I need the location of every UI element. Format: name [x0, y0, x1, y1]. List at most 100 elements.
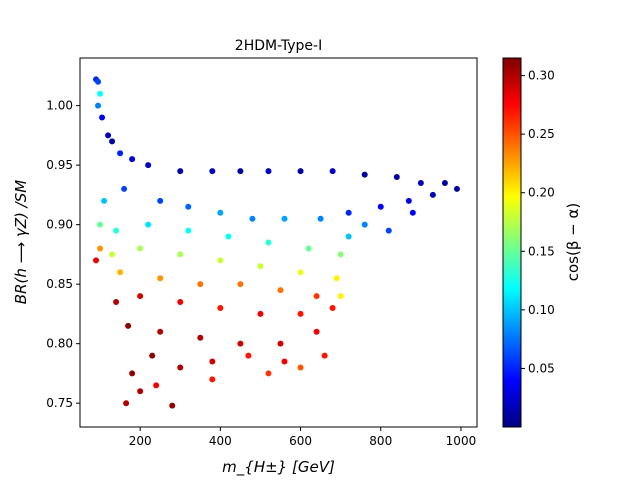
chart-title: 2HDM-Type-I	[235, 38, 322, 54]
data-point	[345, 209, 352, 216]
data-point	[453, 185, 460, 192]
data-point	[277, 340, 284, 347]
data-point	[237, 340, 244, 347]
y-tick-label: 0.80	[46, 337, 73, 351]
data-point	[157, 275, 164, 282]
colorbar-tick-label: 0.25	[528, 127, 555, 141]
data-point	[137, 388, 144, 395]
colorbar	[502, 57, 522, 428]
data-point	[393, 174, 400, 181]
data-point	[129, 370, 136, 377]
data-point	[237, 168, 244, 175]
x-tick-label: 800	[369, 434, 392, 448]
y-axis-label: BR(h ⟶ γZ) /SM	[12, 180, 30, 304]
x-tick-label: 200	[129, 434, 152, 448]
data-point	[361, 171, 368, 178]
data-point	[209, 168, 216, 175]
data-point	[217, 209, 224, 216]
data-point	[417, 179, 424, 186]
colorbar-tick-label: 0.30	[528, 69, 555, 83]
data-point	[113, 299, 120, 306]
data-point	[409, 209, 416, 216]
data-point	[281, 358, 288, 365]
data-point	[313, 328, 320, 335]
data-point	[99, 114, 106, 121]
data-point	[257, 263, 264, 270]
data-point	[177, 299, 184, 306]
colorbar-label: cos(β − α)	[564, 203, 582, 282]
data-point	[117, 269, 124, 276]
data-point	[265, 370, 272, 377]
data-point	[265, 239, 272, 246]
data-point	[137, 245, 144, 252]
data-point	[123, 400, 130, 407]
data-point	[95, 78, 102, 85]
data-point	[105, 132, 112, 139]
data-point	[145, 221, 152, 228]
data-point	[441, 179, 448, 186]
y-tick-label: 0.75	[46, 396, 73, 410]
data-point	[245, 352, 252, 359]
data-point	[209, 358, 216, 365]
x-axis: 200 400 600 800 1000	[129, 427, 476, 448]
x-tick-label: 600	[289, 434, 312, 448]
data-point	[177, 251, 184, 258]
data-point	[93, 257, 100, 264]
data-point	[113, 227, 120, 234]
data-point	[109, 138, 116, 145]
data-point	[101, 197, 108, 204]
data-point	[317, 215, 324, 222]
data-point	[385, 227, 392, 234]
data-point	[97, 90, 104, 97]
data-point	[225, 233, 232, 240]
data-point	[153, 382, 160, 389]
data-point	[97, 245, 104, 252]
data-point	[297, 168, 304, 175]
data-point	[277, 287, 284, 294]
data-point	[217, 304, 224, 311]
colorbar-tick-label: 0.15	[528, 244, 555, 258]
y-tick-label: 0.90	[46, 218, 73, 232]
colorbar-tick-label: 0.10	[528, 303, 555, 317]
data-point	[121, 185, 128, 192]
data-point	[305, 245, 312, 252]
y-tick-label: 0.95	[46, 158, 73, 172]
data-point	[209, 376, 216, 383]
data-point	[405, 197, 412, 204]
data-point	[217, 257, 224, 264]
x-axis-label: m_{H±} [GeV]	[222, 458, 335, 477]
data-point	[129, 156, 136, 163]
data-point	[313, 293, 320, 300]
data-point	[257, 310, 264, 317]
data-point	[281, 215, 288, 222]
scatter-points-layer	[93, 76, 460, 409]
data-point	[197, 334, 204, 341]
data-point	[177, 168, 184, 175]
data-point	[345, 233, 352, 240]
data-point	[197, 281, 204, 288]
data-point	[377, 203, 384, 210]
plot-frame	[79, 57, 478, 428]
y-axis: 0.75 0.80 0.85 0.90 0.95 1.00	[46, 99, 80, 410]
data-point	[137, 293, 144, 300]
data-point	[157, 328, 164, 335]
data-point	[249, 215, 256, 222]
colorbar-tick-label: 0.05	[528, 361, 555, 375]
data-point	[297, 269, 304, 276]
data-point	[109, 251, 116, 258]
data-point	[329, 168, 336, 175]
data-point	[145, 162, 152, 169]
data-point	[149, 352, 156, 359]
data-point	[265, 168, 272, 175]
data-point	[337, 293, 344, 300]
data-point	[95, 102, 102, 109]
data-point	[321, 352, 328, 359]
colorbar-tick-label: 0.20	[528, 186, 555, 200]
data-point	[329, 304, 336, 311]
data-point	[185, 203, 192, 210]
data-point	[429, 191, 436, 198]
data-point	[97, 221, 104, 228]
data-point	[237, 281, 244, 288]
data-point	[117, 150, 124, 157]
y-tick-label: 0.85	[46, 277, 73, 291]
